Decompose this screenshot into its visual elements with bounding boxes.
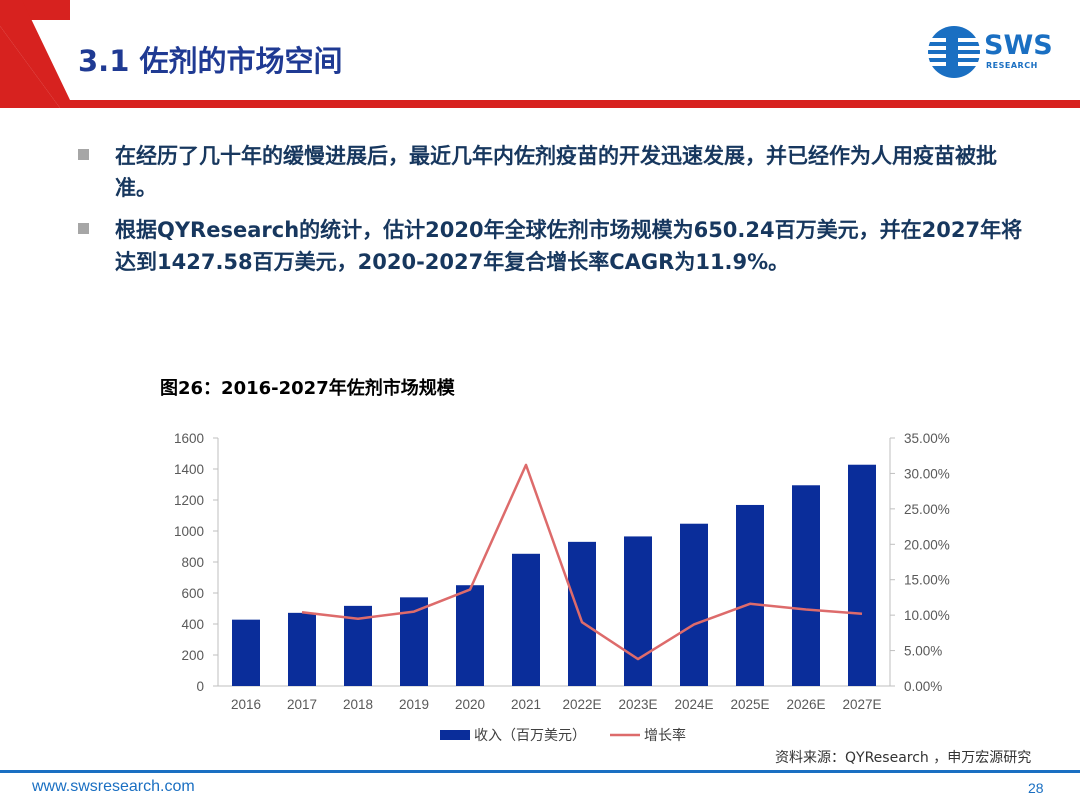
revenue-bar [568,541,596,686]
legend-swatch-revenue [440,730,470,740]
y-left-tick-label: 1200 [174,493,204,508]
bullet-list: 在经历了几十年的缓慢进展后，最近几年内佐剂疫苗的开发迅速发展，并已经作为人用疫苗… [78,140,1038,288]
bullet-square-icon [78,149,89,160]
y-left-tick-label: 0 [196,679,204,694]
y-right-tick-label: 25.00% [904,502,950,517]
y-left-tick-label: 1000 [174,524,204,539]
y-left-tick-label: 400 [181,617,204,632]
source-note: 资料来源：QYResearch ，申万宏源研究 [775,750,1032,766]
header-band [0,0,1080,108]
y-left-tick-label: 1600 [174,431,204,446]
footer-url[interactable]: www.swsresearch.com [32,778,195,795]
y-right-tick-label: 10.00% [904,608,950,623]
y-right-tick-label: 30.00% [904,466,950,481]
revenue-bar [736,504,764,686]
bullet-text: 在经历了几十年的缓慢进展后，最近几年内佐剂疫苗的开发迅速发展，并已经作为人用疫苗… [115,144,997,200]
x-tick-label: 2017 [287,697,317,712]
bullet-square-icon [78,223,89,234]
y-left-tick-label: 1400 [174,462,204,477]
revenue-bar [848,464,876,686]
x-tick-label: 2022E [562,697,601,712]
x-tick-label: 2016 [231,697,261,712]
legend-label-growth: 增长率 [644,727,686,744]
x-tick-label: 2025E [730,697,769,712]
revenue-bar [232,619,260,686]
sws-globe-icon [928,26,980,78]
revenue-bar [624,536,652,686]
y-right-tick-label: 5.00% [904,644,942,659]
legend-label-revenue: 收入（百万美元） [474,728,586,744]
revenue-bar [288,612,316,686]
revenue-bar [456,585,484,686]
page-number: 28 [1028,780,1044,796]
page-title: 3.1 佐剂的市场空间 [78,44,343,78]
x-tick-label: 2026E [786,697,825,712]
x-tick-label: 2024E [674,697,713,712]
logo-text: SWS [984,30,1053,61]
x-tick-label: 2020 [455,697,485,712]
revenue-bar [680,523,708,686]
bullet-item: 根据QYResearch的统计，估计2020年全球佐剂市场规模为650.24百万… [78,214,1038,278]
x-tick-label: 2023E [618,697,657,712]
footer-line [0,770,1080,773]
y-right-tick-label: 35.00% [904,431,950,446]
y-left-tick-label: 600 [181,586,204,601]
growth-rate-line [301,463,863,661]
logo-subtext: RESEARCH [986,61,1038,70]
sws-logo: SWS RESEARCH [924,22,1064,82]
y-right-tick-label: 0.00% [904,679,942,694]
chart-title: 图26：2016-2027年佐剂市场规模 [160,378,455,399]
x-tick-label: 2027E [842,697,881,712]
bullet-text: 根据QYResearch的统计，估计2020年全球佐剂市场规模为650.24百万… [115,218,1023,274]
y-right-tick-label: 15.00% [904,573,950,588]
x-tick-label: 2019 [399,697,429,712]
revenue-bar [792,485,820,686]
y-right-tick-label: 20.00% [904,537,950,552]
x-tick-label: 2021 [511,697,541,712]
y-left-tick-label: 800 [181,555,204,570]
y-left-tick-label: 200 [181,648,204,663]
revenue-bar [512,553,540,686]
bullet-item: 在经历了几十年的缓慢进展后，最近几年内佐剂疫苗的开发迅速发展，并已经作为人用疫苗… [78,140,1038,204]
x-tick-label: 2018 [343,697,373,712]
